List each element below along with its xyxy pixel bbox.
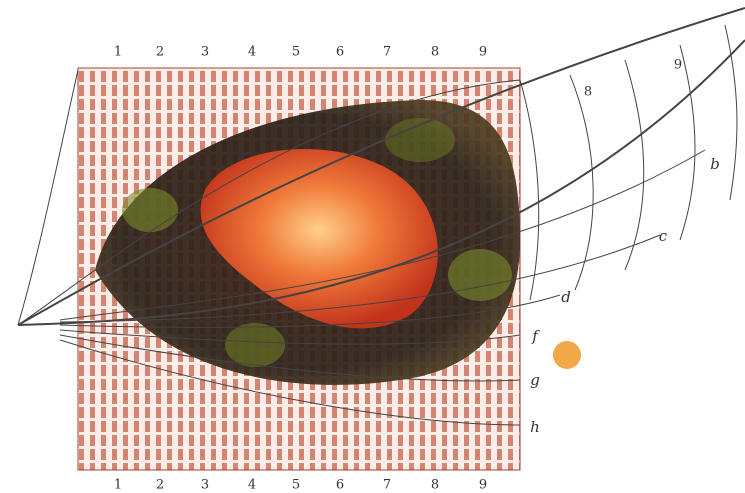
bottom-label: 1 (114, 478, 122, 493)
bottom-label: 3 (201, 478, 209, 493)
bottom-label: 4 (248, 478, 256, 493)
orange-dot (553, 341, 581, 369)
bottom-label: 5 (292, 478, 300, 493)
nucleus (200, 148, 438, 329)
top-label: 4 (248, 45, 256, 60)
right-label: h (530, 418, 540, 436)
curved-grid (17, 7, 745, 426)
right-label: g (530, 371, 540, 389)
top-label: 7 (383, 45, 391, 60)
top-label: 1 (114, 45, 122, 60)
right-label: f (531, 327, 540, 345)
green-spot (225, 323, 285, 367)
top-label: 8 (431, 45, 439, 60)
right-label: b (710, 155, 720, 173)
bottom-label: 9 (479, 478, 487, 493)
top-label: 9 (479, 45, 487, 60)
curve-label: 8 (584, 85, 592, 100)
green-spot (385, 118, 455, 162)
bottom-label: 7 (383, 478, 391, 493)
green-spot (448, 249, 512, 301)
top-label: 2 (156, 45, 164, 60)
right-label: d (561, 288, 571, 306)
top-label: 3 (201, 45, 209, 60)
bottom-label: 8 (431, 478, 439, 493)
bottom-label: 6 (336, 478, 344, 493)
right-label: c (659, 227, 668, 245)
bottom-label: 2 (156, 478, 164, 493)
top-label: 5 (292, 45, 300, 60)
top-label: 6 (336, 45, 344, 60)
curve-label: 9 (674, 58, 682, 73)
green-spot (122, 188, 178, 232)
